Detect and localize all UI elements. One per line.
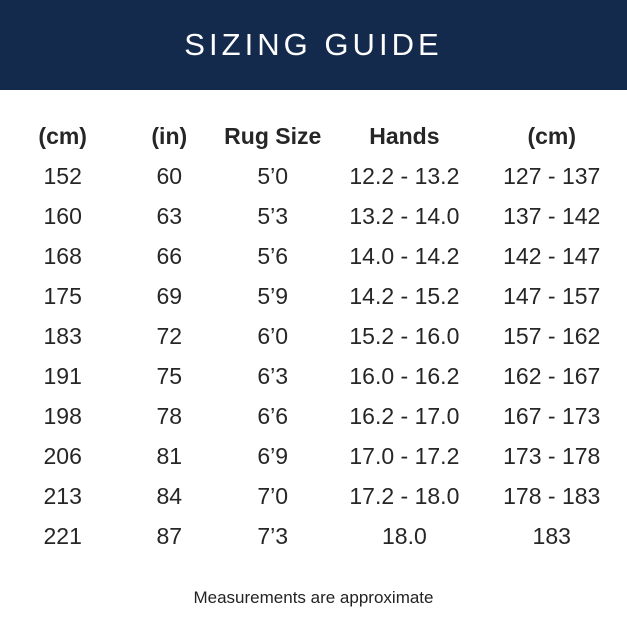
table-cell: 5’3 — [257, 202, 289, 229]
table-row: 206 81 6’9 17.0 - 17.2 173 - 178 — [0, 436, 627, 476]
table-cell: 72 — [156, 322, 183, 349]
table-cell: 16.0 - 16.2 — [349, 362, 460, 389]
table-cell: 60 — [156, 162, 183, 189]
column-header: (cm) — [527, 122, 577, 149]
table-cell: 6’0 — [257, 322, 289, 349]
header-banner: SIZING GUIDE — [0, 0, 627, 90]
table-body: 152 60 5’0 12.2 - 13.2 127 - 137 160 63 5’3 13.2… — [0, 156, 627, 556]
table-cell: 75 — [156, 362, 183, 389]
table-cell: 127 - 137 — [503, 162, 601, 189]
table-row: 191 75 6’3 16.0 - 16.2 162 - 167 — [0, 356, 627, 396]
table-cell: 157 - 162 — [503, 322, 601, 349]
table-row: 213 84 7’0 17.2 - 18.0 178 - 183 — [0, 476, 627, 516]
table-cell: 5’0 — [257, 162, 289, 189]
table-cell: 14.0 - 14.2 — [349, 242, 460, 269]
table-cell: 66 — [156, 242, 183, 269]
table-row: 160 63 5’3 13.2 - 14.0 137 - 142 — [0, 196, 627, 236]
table-cell: 69 — [156, 282, 183, 309]
table-cell: 5’9 — [257, 282, 289, 309]
table-cell: 167 - 173 — [503, 402, 601, 429]
table-row: 152 60 5’0 12.2 - 13.2 127 - 137 — [0, 156, 627, 196]
table-cell: 206 — [43, 442, 82, 469]
table-cell: 6’9 — [257, 442, 289, 469]
table-cell: 191 — [43, 362, 82, 389]
table-cell: 84 — [156, 482, 183, 509]
table-cell: 6’6 — [257, 402, 289, 429]
table-header-row: (cm) (in) Rug Size Hands (cm) — [0, 116, 627, 156]
table-cell: 152 — [43, 162, 82, 189]
table-cell: 183 — [43, 322, 82, 349]
table-cell: 213 — [43, 482, 82, 509]
table-cell: 198 — [43, 402, 82, 429]
footnote: Measurements are approximate — [193, 588, 434, 607]
table-cell: 15.2 - 16.0 — [349, 322, 460, 349]
table-cell: 18.0 — [382, 522, 427, 549]
table-cell: 160 — [43, 202, 82, 229]
column-header: Hands — [369, 122, 440, 149]
table-cell: 221 — [43, 522, 82, 549]
table-cell: 178 - 183 — [503, 482, 601, 509]
page-title: SIZING GUIDE — [184, 27, 443, 62]
table-row: 183 72 6’0 15.2 - 16.0 157 - 162 — [0, 316, 627, 356]
table-cell: 162 - 167 — [503, 362, 601, 389]
table-cell: 17.2 - 18.0 — [349, 482, 460, 509]
table-row: 221 87 7’3 18.0 183 — [0, 516, 627, 556]
table-cell: 183 — [532, 522, 571, 549]
table-cell: 81 — [156, 442, 183, 469]
table-cell: 168 — [43, 242, 82, 269]
table-cell: 137 - 142 — [503, 202, 601, 229]
table-head: (cm) (in) Rug Size Hands (cm) — [0, 116, 627, 156]
table-row: 175 69 5’9 14.2 - 15.2 147 - 157 — [0, 276, 627, 316]
column-header: (in) — [151, 122, 188, 149]
table-cell: 14.2 - 15.2 — [349, 282, 460, 309]
table-cell: 6’3 — [257, 362, 289, 389]
table-cell: 7’0 — [257, 482, 289, 509]
table-cell: 173 - 178 — [503, 442, 601, 469]
table-row: 168 66 5’6 14.0 - 14.2 142 - 147 — [0, 236, 627, 276]
sizing-guide-page: SIZING GUIDE (cm) (in) Rug Size Hands (cm) 1… — [0, 0, 627, 607]
table-cell: 78 — [156, 402, 183, 429]
table-row: 198 78 6’6 16.2 - 17.0 167 - 173 — [0, 396, 627, 436]
sizing-table: (cm) (in) Rug Size Hands (cm) 152 60 5’0 12.2 -… — [0, 116, 627, 556]
table-cell: 13.2 - 14.0 — [349, 202, 460, 229]
table-cell: 175 — [43, 282, 82, 309]
column-header: (cm) — [38, 122, 87, 149]
column-header: Rug Size — [224, 122, 322, 149]
table-cell: 87 — [156, 522, 183, 549]
table-cell: 147 - 157 — [503, 282, 601, 309]
table-cell: 16.2 - 17.0 — [349, 402, 460, 429]
table-cell: 17.0 - 17.2 — [349, 442, 460, 469]
table-cell: 142 - 147 — [503, 242, 601, 269]
table-cell: 5’6 — [257, 242, 289, 269]
table-cell: 7’3 — [257, 522, 289, 549]
table-cell: 63 — [156, 202, 183, 229]
table-cell: 12.2 - 13.2 — [349, 162, 460, 189]
